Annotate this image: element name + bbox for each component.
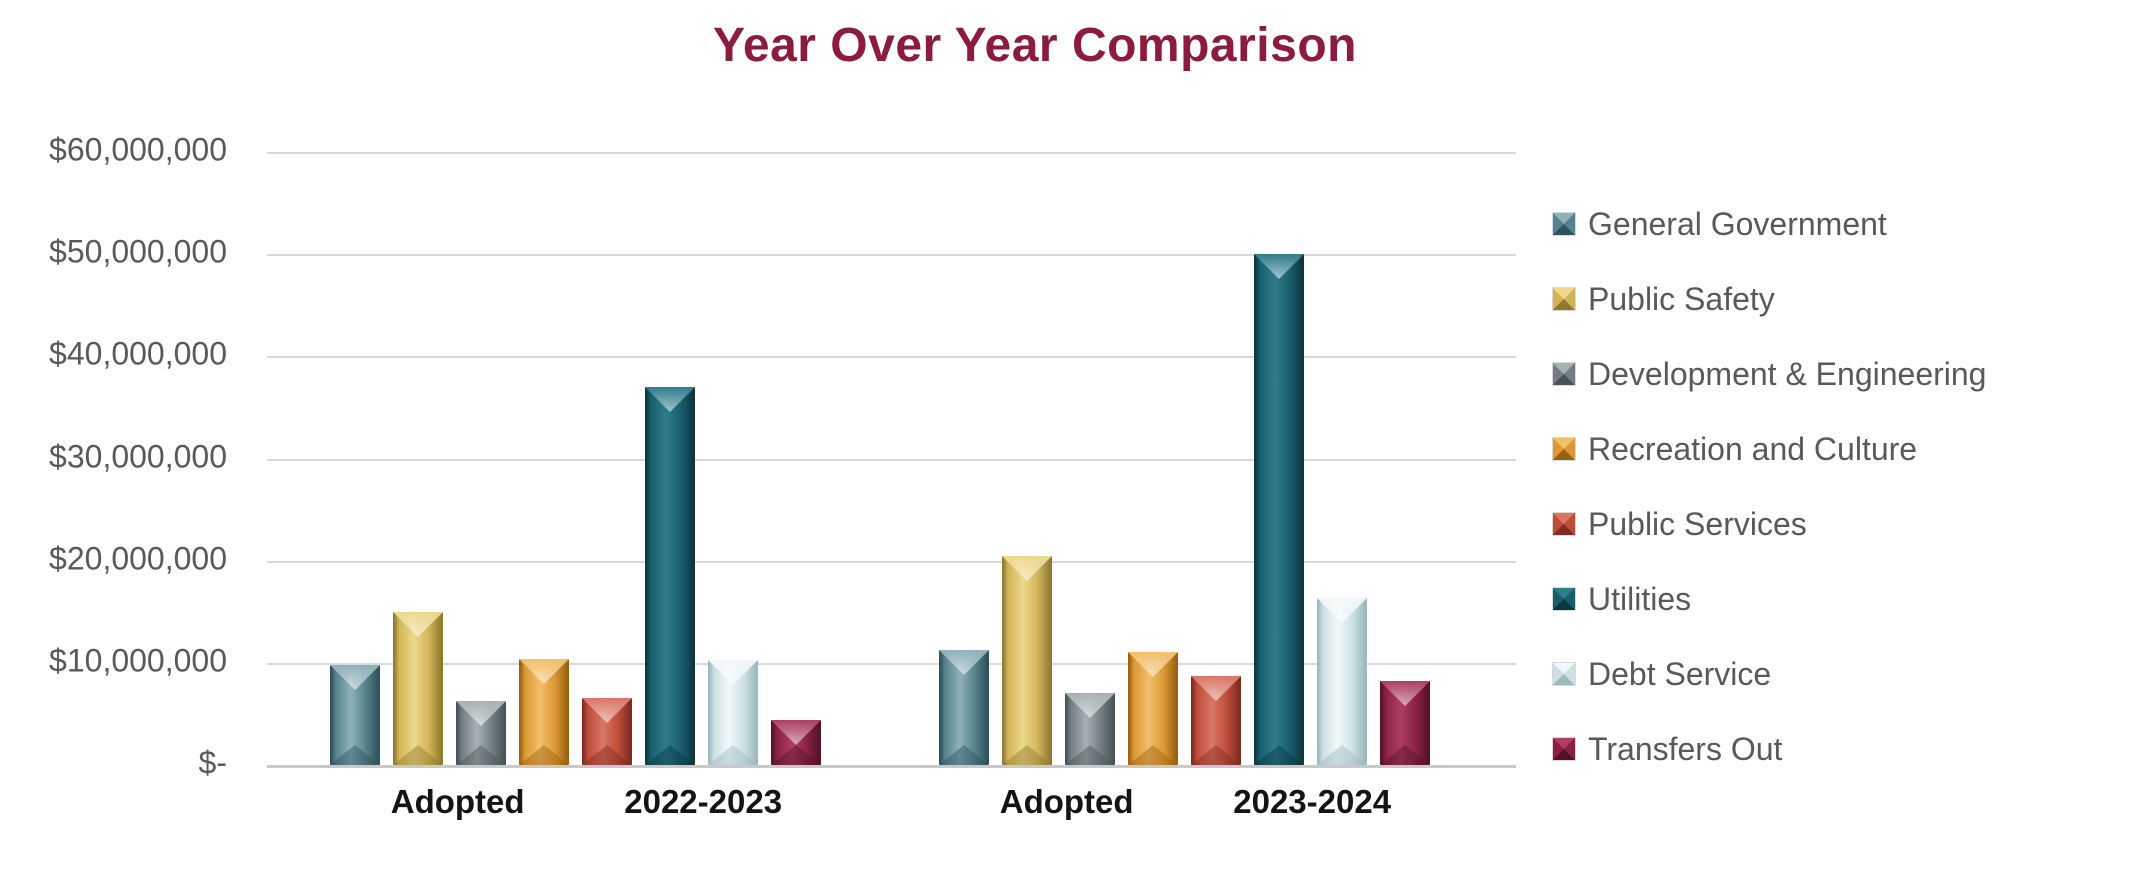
gridline [267, 254, 1516, 256]
legend-item-debt-service: Debt Service [1552, 655, 1986, 692]
y-axis-tick-label: $10,000,000 [49, 642, 227, 679]
legend-item-recreation-and-culture: Recreation and Culture [1552, 430, 1986, 467]
y-axis-tick-label: $- [198, 744, 227, 781]
legend-label: Utilities [1588, 580, 1692, 617]
bar-development-engineering-adopted-2022-2023 [456, 701, 506, 765]
bar-public-safety-adopted-2022-2023 [393, 612, 443, 765]
y-axis-tick-label: $50,000,000 [49, 233, 227, 270]
gridline [267, 561, 1516, 563]
bar-public-services-adopted-2023-2024 [1191, 676, 1241, 765]
legend-marker-icon [1552, 662, 1576, 686]
x-axis-category-label: Adopted [390, 783, 525, 820]
x-axis-category-label: 2023-2024 [1233, 783, 1392, 820]
legend-label: Recreation and Culture [1588, 430, 1918, 467]
legend-marker-icon [1552, 437, 1576, 461]
y-axis-tick-label: $30,000,000 [49, 438, 227, 475]
legend-label: Debt Service [1588, 655, 1772, 692]
legend-item-transfers-out: Transfers Out [1552, 730, 1986, 767]
x-axis-labels: Adopted 2023-2024 [939, 783, 1430, 827]
legend-item-utilities: Utilities [1552, 580, 1986, 617]
bar-utilities-adopted-2023-2024 [1254, 254, 1304, 765]
y-axis-tick-label: $40,000,000 [49, 335, 227, 372]
legend-label: Public Services [1588, 505, 1807, 542]
legend-label: Transfers Out [1588, 730, 1783, 767]
gridline [267, 356, 1516, 358]
y-axis-tick-label: $20,000,000 [49, 540, 227, 577]
bar-public-services-adopted-2022-2023 [582, 698, 632, 765]
y-axis-tick-label: $60,000,000 [49, 131, 227, 168]
bar-general-government-adopted-2022-2023 [330, 665, 380, 765]
legend: General Government Public Safety Developme… [1552, 205, 1987, 767]
bar-public-safety-adopted-2023-2024 [1002, 556, 1052, 765]
bar-utilities-adopted-2022-2023 [645, 387, 695, 765]
legend-label: Development & Engineering [1588, 355, 1987, 392]
gridline [267, 459, 1516, 461]
bar-group-adopted-2022-2023: Adopted 2022-2023 [330, 152, 821, 820]
chart-title: Year Over Year Comparison [713, 19, 1357, 72]
gridline [267, 152, 1516, 154]
plot-area: $60,000,000 $50,000,000 $40,000,000 $30,000… [49, 132, 1516, 820]
bar-transfers-out-adopted-2022-2023 [771, 720, 821, 765]
legend-item-public-safety: Public Safety [1552, 280, 1986, 317]
bar-debt-service-adopted-2023-2024 [1317, 598, 1367, 765]
bar-development-engineering-adopted-2023-2024 [1065, 693, 1115, 765]
x-axis-category-label: Adopted [999, 783, 1134, 820]
x-axis-labels: Adopted 2022-2023 [330, 783, 821, 827]
legend-label: Public Safety [1588, 280, 1775, 317]
legend-marker-icon [1552, 287, 1576, 311]
bar-group-adopted-2023-2024: Adopted 2023-2024 [939, 152, 1430, 820]
legend-marker-icon [1552, 212, 1576, 236]
bar-general-government-adopted-2023-2024 [939, 650, 989, 765]
legend-marker-icon [1552, 512, 1576, 536]
legend-item-development-engineering: Development & Engineering [1552, 355, 1987, 392]
bar-recreation-and-culture-adopted-2022-2023 [519, 659, 569, 765]
bar-transfers-out-adopted-2023-2024 [1380, 681, 1430, 765]
legend-item-general-government: General Government [1552, 205, 1986, 242]
legend-item-public-services: Public Services [1552, 505, 1986, 542]
gridline [267, 663, 1516, 665]
legend-marker-icon [1552, 362, 1576, 386]
x-axis-category-label: 2022-2023 [624, 783, 783, 820]
bar-recreation-and-culture-adopted-2023-2024 [1128, 652, 1178, 765]
legend-marker-icon [1552, 737, 1576, 761]
x-axis-line [267, 765, 1516, 768]
bar-debt-service-adopted-2022-2023 [708, 660, 758, 765]
legend-marker-icon [1552, 587, 1576, 611]
legend-label: General Government [1588, 205, 1887, 242]
